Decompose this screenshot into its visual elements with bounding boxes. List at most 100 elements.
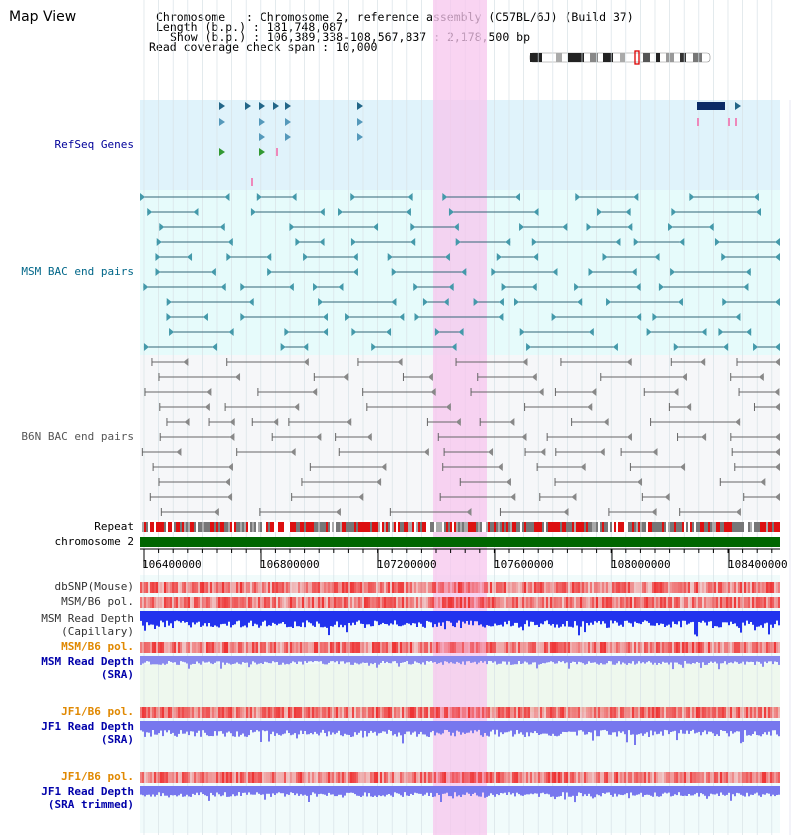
b6n-bac-end-marker[interactable] [346, 418, 352, 426]
b6n-bac-end-marker[interactable] [312, 388, 318, 396]
b6n-bac-end-marker[interactable] [273, 418, 279, 426]
msm-bac-end-marker[interactable] [267, 268, 273, 276]
b6n-bac-end-marker[interactable] [673, 388, 679, 396]
msm-bac-end-marker[interactable] [775, 238, 780, 246]
msm-bac-end-marker[interactable] [224, 193, 230, 201]
b6n-bac-end-marker[interactable] [505, 478, 511, 486]
msm-bac-end-marker[interactable] [575, 193, 581, 201]
msm-bac-end-marker[interactable] [633, 193, 639, 201]
msm-bac-end-marker[interactable] [588, 268, 594, 276]
msm-bac-end-marker[interactable] [351, 328, 357, 336]
msm-bac-end-marker[interactable] [745, 268, 751, 276]
refseq-gene-marker[interactable] [259, 133, 265, 141]
b6n-bac-end-marker[interactable] [599, 448, 605, 456]
msm-bac-end-marker[interactable] [280, 343, 286, 351]
msm-bac-end-marker[interactable] [338, 208, 344, 216]
msm-bac-end-marker[interactable] [448, 283, 454, 291]
b6n-bac-end-marker[interactable] [381, 463, 387, 471]
msm-bac-end-marker[interactable] [250, 208, 256, 216]
b6n-bac-end-marker[interactable] [626, 358, 632, 366]
msm-bac-end-marker[interactable] [322, 313, 328, 321]
msm-bac-end-marker[interactable] [652, 313, 658, 321]
msm-bac-end-marker[interactable] [352, 268, 358, 276]
msm-bac-end-marker[interactable] [187, 253, 193, 261]
msm-bac-end-marker[interactable] [646, 328, 652, 336]
msm-bac-end-marker[interactable] [444, 253, 450, 261]
msm-bac-end-marker[interactable] [405, 208, 411, 216]
b6n-bac-end-marker[interactable] [735, 418, 741, 426]
refseq-gene-marker[interactable] [285, 118, 291, 126]
msm-bac-end-marker[interactable] [143, 343, 149, 351]
msm-bac-end-marker[interactable] [455, 238, 461, 246]
refseq-gene-marker[interactable] [219, 102, 225, 110]
msm-bac-end-marker[interactable] [746, 328, 752, 336]
msm-bac-end-marker[interactable] [668, 223, 674, 231]
msm-bac-end-marker[interactable] [714, 238, 720, 246]
b6n-bac-end-marker[interactable] [358, 493, 364, 501]
b6n-bac-end-marker[interactable] [775, 493, 780, 501]
msm-bac-end-marker[interactable] [159, 223, 165, 231]
b6n-bac-end-marker[interactable] [522, 358, 528, 366]
b6n-bac-end-marker[interactable] [637, 478, 643, 486]
b6n-bac-end-marker[interactable] [510, 493, 516, 501]
msm-bac-end-marker[interactable] [775, 253, 780, 261]
refseq-gene-marker[interactable] [259, 102, 265, 110]
b6n-bac-end-marker[interactable] [775, 403, 780, 411]
msm-bac-end-marker[interactable] [708, 223, 714, 231]
b6n-bac-end-marker[interactable] [184, 418, 190, 426]
msm-bac-end-marker[interactable] [227, 238, 233, 246]
b6n-bac-end-marker[interactable] [587, 403, 593, 411]
msm-bac-end-marker[interactable] [228, 328, 234, 336]
b6n-bac-end-marker[interactable] [445, 403, 451, 411]
msm-bac-end-marker[interactable] [606, 298, 612, 306]
msm-bac-end-marker[interactable] [658, 283, 664, 291]
msm-bac-end-marker[interactable] [434, 328, 440, 336]
b6n-bac-end-marker[interactable] [366, 433, 372, 441]
msm-bac-end-marker[interactable] [345, 313, 351, 321]
selected-region-highlight[interactable] [433, 0, 487, 835]
msm-bac-end-marker[interactable] [319, 238, 325, 246]
b6n-bac-end-marker[interactable] [701, 433, 707, 441]
msm-bac-end-marker[interactable] [266, 253, 272, 261]
msm-bac-end-marker[interactable] [386, 328, 392, 336]
msm-bac-end-marker[interactable] [718, 328, 724, 336]
msm-bac-end-marker[interactable] [531, 238, 537, 246]
b6n-bac-end-marker[interactable] [335, 508, 341, 516]
b6n-bac-end-marker[interactable] [427, 373, 433, 381]
msm-bac-end-marker[interactable] [514, 298, 520, 306]
b6n-bac-end-marker[interactable] [227, 463, 233, 471]
msm-bac-end-marker[interactable] [288, 283, 294, 291]
msm-bac-end-marker[interactable] [631, 268, 637, 276]
msm-bac-end-marker[interactable] [155, 268, 161, 276]
msm-bac-end-marker[interactable] [670, 268, 676, 276]
msm-bac-end-marker[interactable] [743, 283, 749, 291]
b6n-bac-end-marker[interactable] [227, 493, 233, 501]
refseq-gene-marker[interactable] [259, 148, 265, 156]
b6n-bac-end-marker[interactable] [488, 448, 494, 456]
msm-bac-end-marker[interactable] [443, 298, 449, 306]
b6n-bac-end-marker[interactable] [225, 478, 231, 486]
b6n-bac-end-marker[interactable] [681, 373, 687, 381]
b6n-bac-end-marker[interactable] [774, 388, 780, 396]
msm-bac-end-marker[interactable] [491, 268, 497, 276]
b6n-bac-end-marker[interactable] [652, 448, 658, 456]
msm-bac-end-marker[interactable] [775, 343, 780, 351]
b6n-bac-end-marker[interactable] [580, 463, 586, 471]
b6n-bac-end-marker[interactable] [509, 418, 515, 426]
msm-bac-end-marker[interactable] [775, 298, 780, 306]
msm-bac-end-marker[interactable] [399, 313, 405, 321]
msm-bac-end-marker[interactable] [453, 223, 459, 231]
refseq-gene-marker[interactable] [357, 133, 363, 141]
msm-bac-end-marker[interactable] [635, 283, 641, 291]
msm-bac-end-marker[interactable] [350, 238, 356, 246]
b6n-bac-end-marker[interactable] [235, 373, 241, 381]
b6n-bac-end-marker[interactable] [423, 448, 429, 456]
b6n-bac-end-marker[interactable] [229, 418, 235, 426]
msm-bac-end-marker[interactable] [753, 193, 759, 201]
msm-bac-end-marker[interactable] [220, 283, 226, 291]
b6n-bac-end-marker[interactable] [455, 418, 461, 426]
msm-bac-end-marker[interactable] [531, 283, 537, 291]
msm-bac-end-marker[interactable] [313, 283, 319, 291]
b6n-bac-end-marker[interactable] [538, 388, 544, 396]
b6n-bac-end-marker[interactable] [760, 478, 766, 486]
